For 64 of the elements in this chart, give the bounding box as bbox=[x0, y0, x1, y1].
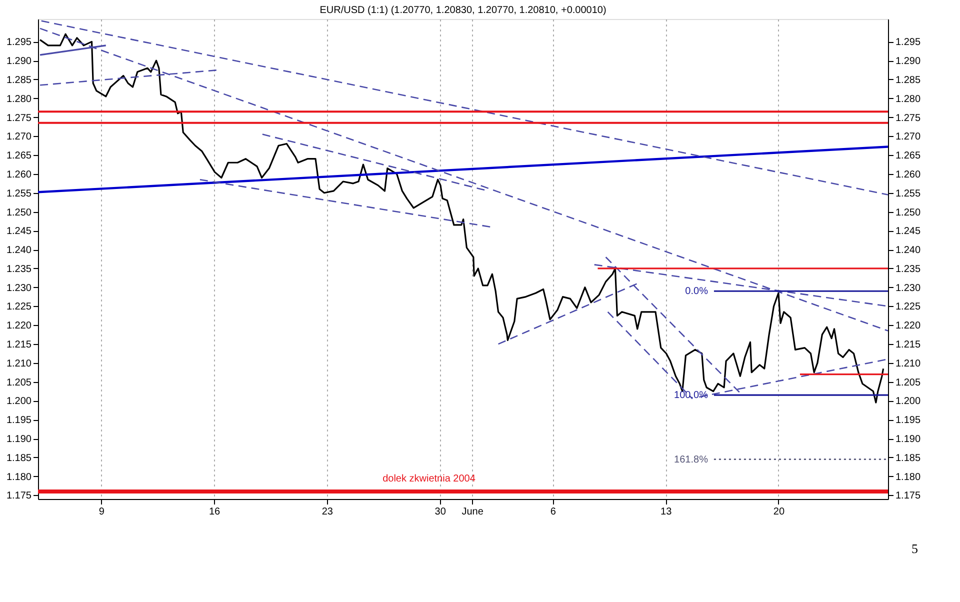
y-tick-label: 1.240 bbox=[6, 245, 32, 256]
x-tick-label: 30 bbox=[434, 506, 446, 518]
text: 5 bbox=[912, 541, 918, 556]
x-tick-label: 16 bbox=[208, 506, 221, 518]
y-tick-label: 1.285 bbox=[6, 74, 32, 86]
y2-tick-label: 1.275 bbox=[896, 112, 921, 124]
y-tick-label: 1.280 bbox=[6, 94, 32, 105]
y2-tick-label: 1.200 bbox=[896, 396, 921, 408]
y2-tick-label: 1.225 bbox=[896, 302, 921, 313]
y2-tick-label: 1.250 bbox=[896, 207, 921, 218]
y-tick-label: 1.190 bbox=[6, 434, 32, 446]
y2-tick-label: 1.235 bbox=[896, 264, 921, 275]
x-tick-label: 13 bbox=[660, 506, 672, 518]
y2-tick-label: 1.195 bbox=[896, 415, 921, 426]
y2-tick-label: 1.260 bbox=[896, 169, 921, 180]
y-tick-label: 1.215 bbox=[6, 340, 32, 351]
y-tick-label: 1.180 bbox=[6, 472, 32, 483]
y-tick-label: 1.250 bbox=[6, 207, 32, 218]
y-tick-label: 1.245 bbox=[6, 226, 32, 238]
y-tick-label: 1.255 bbox=[6, 188, 32, 200]
y-tick-label: 1.235 bbox=[6, 264, 32, 275]
y2-tick-label: 1.245 bbox=[896, 226, 921, 238]
y-tick-label: 1.210 bbox=[6, 358, 32, 370]
y2-tick-label: 1.280 bbox=[896, 94, 921, 105]
y-tick-label: 1.185 bbox=[6, 452, 32, 464]
x-tick-label: June bbox=[462, 506, 484, 518]
y2-tick-label: 1.175 bbox=[896, 490, 921, 502]
y-tick-label: 1.220 bbox=[6, 320, 32, 332]
y-tick-label: 1.290 bbox=[6, 56, 32, 68]
series-label: 100.0% bbox=[674, 390, 708, 402]
y2-tick-label: 1.255 bbox=[896, 188, 921, 200]
y-tick-label: 1.260 bbox=[6, 169, 32, 180]
y2-tick-label: 1.285 bbox=[896, 74, 921, 86]
y-tick-label: 1.230 bbox=[6, 282, 32, 294]
y-tick-label: 1.265 bbox=[6, 150, 32, 162]
y2-tick-label: 1.210 bbox=[896, 358, 921, 370]
y-tick-label: 1.200 bbox=[6, 396, 32, 408]
y2-tick-label: 1.290 bbox=[896, 56, 921, 68]
y2-tick-label: 1.270 bbox=[896, 132, 921, 143]
y2-tick-label: 1.190 bbox=[896, 434, 921, 446]
y-tick-label: 1.275 bbox=[6, 112, 32, 124]
y2-tick-label: 1.185 bbox=[896, 452, 921, 464]
chart-title: EUR/USD (1:1) (1.20770, 1.20830, 1.20770, 1.20810, +0.00010) bbox=[320, 5, 606, 16]
y-tick-label: 1.175 bbox=[6, 490, 32, 502]
x-tick-label: 23 bbox=[322, 506, 334, 518]
y-tick-label: 1.225 bbox=[6, 302, 32, 313]
x-tick-label: 20 bbox=[773, 506, 785, 518]
x-tick-label: 9 bbox=[98, 506, 105, 518]
series-label: 161.8% bbox=[674, 454, 708, 466]
y-tick-label: 1.270 bbox=[6, 132, 32, 143]
y2-tick-label: 1.230 bbox=[896, 282, 921, 294]
y2-tick-label: 1.240 bbox=[896, 245, 921, 256]
x-tick-label: 6 bbox=[550, 506, 556, 518]
ref-line-label: dolek zkwietnia 2004 bbox=[382, 473, 476, 484]
y2-tick-label: 1.205 bbox=[896, 377, 921, 388]
y-tick-label: 1.205 bbox=[6, 377, 32, 388]
y2-tick-label: 1.295 bbox=[896, 37, 921, 48]
y-tick-label: 1.295 bbox=[6, 37, 32, 48]
series-label: 0.0% bbox=[685, 286, 708, 298]
y-tick-label: 1.195 bbox=[6, 415, 32, 426]
y2-tick-label: 1.265 bbox=[896, 150, 921, 162]
y2-tick-label: 1.220 bbox=[896, 320, 921, 332]
y2-tick-label: 1.215 bbox=[896, 340, 921, 351]
y2-tick-label: 1.180 bbox=[896, 472, 921, 483]
